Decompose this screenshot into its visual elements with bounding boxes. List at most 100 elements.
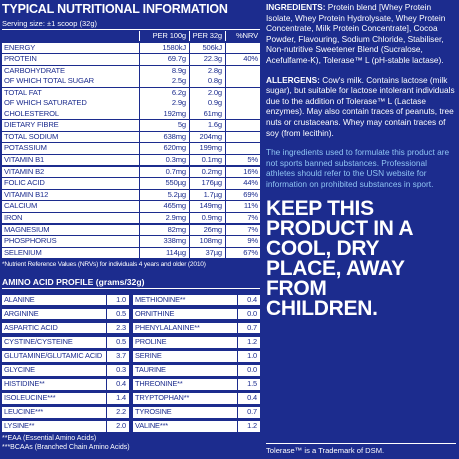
amino-row: TAURINE 0.0 [133, 365, 260, 376]
cell-line: VITAMIN B2 [4, 166, 45, 176]
amino-row: PHENYLALANINE** 0.7 [133, 322, 260, 334]
nutrient-cell: 199mg [190, 143, 226, 154]
nutrient-cell: 108mg [190, 236, 226, 247]
amino-name: ALANINE [2, 294, 107, 306]
cell-line: ENERGY [4, 42, 36, 52]
nutrient-cell: 0.2mg [190, 166, 226, 177]
nutrient-cell: 82mg [140, 224, 190, 235]
cell-line: 506kJ [202, 42, 222, 52]
amino-value: 1.4 [116, 393, 126, 403]
amino-row: METHIONINE** 0.4 [133, 294, 260, 306]
nutrient-row: PHOSPHORUS 338mg 108mg 9% [2, 236, 260, 247]
amino-table: ALANINE 1.0 ARGININE 0.5 ASPARTIC ACID 2.3 CYS… [2, 291, 260, 433]
header-cell: PER 100g [140, 31, 190, 42]
cell-line: 61mg [203, 108, 223, 118]
ingredients-text: Protein blend [Whey Protein Isolate, Whe… [266, 2, 446, 65]
nutrient-row: IRON 2.9mg 0.9mg 7% [2, 212, 260, 224]
nutrient-cell: VITAMIN B2 [2, 166, 140, 177]
amino-row: LEUCINE*** 2.2 [2, 407, 129, 418]
nutrient-cell: 6.2g 2.9g 192mg [140, 87, 190, 119]
nutrient-cell: 638mg [140, 131, 190, 143]
cell-line: CALCIUM [4, 201, 38, 211]
trademark: Tolerase™ is a Trademark of DSM. [266, 443, 456, 457]
nutrient-cell: IRON [2, 212, 140, 224]
nutrient-cell: 114µg [140, 247, 190, 259]
cell-line: 176µg [201, 178, 222, 188]
nrv-cell [226, 88, 260, 119]
amino-value: 1.2 [247, 421, 257, 431]
nrv-cell: 69% [243, 189, 258, 199]
cell-line: 0.7mg [165, 166, 187, 176]
nutrient-cell: 620mg [140, 143, 190, 154]
amino-row: GLYCINE 0.3 [2, 365, 129, 376]
amino-name: GLUTAMINE/GLUTAMIC ACID [2, 351, 107, 362]
nrv-cell: 7% [247, 224, 258, 234]
amino-name: LEUCINE*** [2, 407, 107, 418]
cell-line: 22.3g [203, 54, 222, 64]
cell-line: 69.7g [167, 54, 186, 64]
cell-line: SELENIUM [4, 247, 42, 257]
nutrient-row: VITAMIN B1 0.3mg 0.1mg 5% [2, 154, 260, 166]
nrv-cell: 9% [247, 236, 258, 246]
nutrient-row: VITAMIN B2 0.7mg 0.2mg 16% [2, 166, 260, 177]
nutrient-cell: 338mg [140, 236, 190, 247]
cell-line: POTASSIUM [4, 143, 47, 153]
cell-line: 2.9g [171, 98, 186, 108]
cell-line: CARBOHYDRATE [4, 65, 65, 75]
header-cell: PER 32g [190, 31, 226, 42]
nutrient-cell: 0.1mg [190, 154, 226, 166]
nutrition-panel: TYPICAL NUTRITIONAL INFORMATION Serving … [2, 0, 260, 459]
amino-value: 1.0 [247, 351, 257, 360]
nutrition-table: PER 100g PER 32g %NRV ENERGY 1580kJ 506kJ PROT… [2, 31, 260, 259]
cell-line: 550µg [165, 178, 186, 188]
cell-line: 2.8g [207, 65, 222, 75]
nutrient-cell: ENERGY [2, 42, 140, 53]
amino-name: HISTIDINE** [2, 379, 107, 390]
cell-line: 8.9g [171, 65, 186, 75]
cell-line: 114µg [166, 247, 186, 257]
amino-value: 1.0 [116, 294, 126, 304]
cell-line: 1.6g [207, 120, 222, 130]
cell-line: OF WHICH TOTAL SUGAR [4, 76, 94, 86]
nutrient-cell: TOTAL FAT OF WHICH SATURATED CHOLESTEROL [2, 87, 140, 119]
nutrient-cell: PROTEIN [2, 54, 140, 65]
nutrient-cell: 2.8g 0.8g [190, 65, 226, 87]
ingredients-label: INGREDIENTS: [266, 2, 326, 12]
nutrient-cell: 0.9mg [190, 212, 226, 224]
cell-line: 0.3mg [165, 154, 187, 164]
header-cell [2, 31, 140, 42]
cell-line: 37µg [205, 247, 223, 257]
nutrient-row: CALCIUM 465mg 149mg 11% [2, 201, 260, 212]
nutrient-cell: 5.2µg [140, 189, 190, 201]
cell-line: 338mg [163, 236, 187, 246]
nutrient-cell: 26mg [190, 224, 226, 235]
nutrient-cell: 8.9g 2.5g [140, 65, 190, 87]
nutrition-title: TYPICAL NUTRITIONAL INFORMATION [2, 2, 228, 16]
amino-value: 0.3 [116, 365, 126, 375]
nutrient-row: TOTAL FAT OF WHICH SATURATED CHOLESTEROL 6.… [2, 87, 260, 119]
amino-row: LYSINE** 2.0 [2, 421, 129, 433]
nutrient-cell: 2.0g 0.9g 61mg [190, 87, 226, 119]
cell-line: OF WHICH SATURATED [4, 98, 87, 108]
amino-row: ARGININE 0.5 [2, 308, 129, 320]
cell-line: 192mg [163, 108, 187, 118]
amino-value: 2.0 [116, 421, 126, 431]
amino-name: ISOLEUCINE*** [2, 393, 107, 404]
nutrient-cell: FOLIC ACID [2, 178, 140, 189]
cell-line: FOLIC ACID [4, 178, 45, 188]
amino-value: 2.2 [116, 407, 126, 417]
cell-line: 2.0g [207, 87, 222, 97]
cell-line: 6.2g [171, 87, 186, 97]
cell-line: 1580kJ [162, 42, 186, 52]
nutrient-cell: 1580kJ [140, 42, 190, 53]
amino-name: LYSINE** [2, 421, 107, 433]
amino-name: METHIONINE** [133, 294, 238, 306]
cell-line: 204mg [199, 131, 223, 141]
nutrient-cell: 5g [140, 120, 190, 131]
nrv-cell: 5% [247, 154, 258, 164]
nutrient-row: DIETARY FIBRE 5g 1.6g [2, 120, 260, 131]
amino-column: METHIONINE** 0.4 ORNITHINE 0.0 PHENYLALANINE… [133, 291, 260, 433]
amino-notes: **EAA (Essential Amino Acids) ***BCAAs (B… [2, 435, 260, 452]
banned-notice: The ingredients used to formulate this p… [266, 147, 450, 189]
